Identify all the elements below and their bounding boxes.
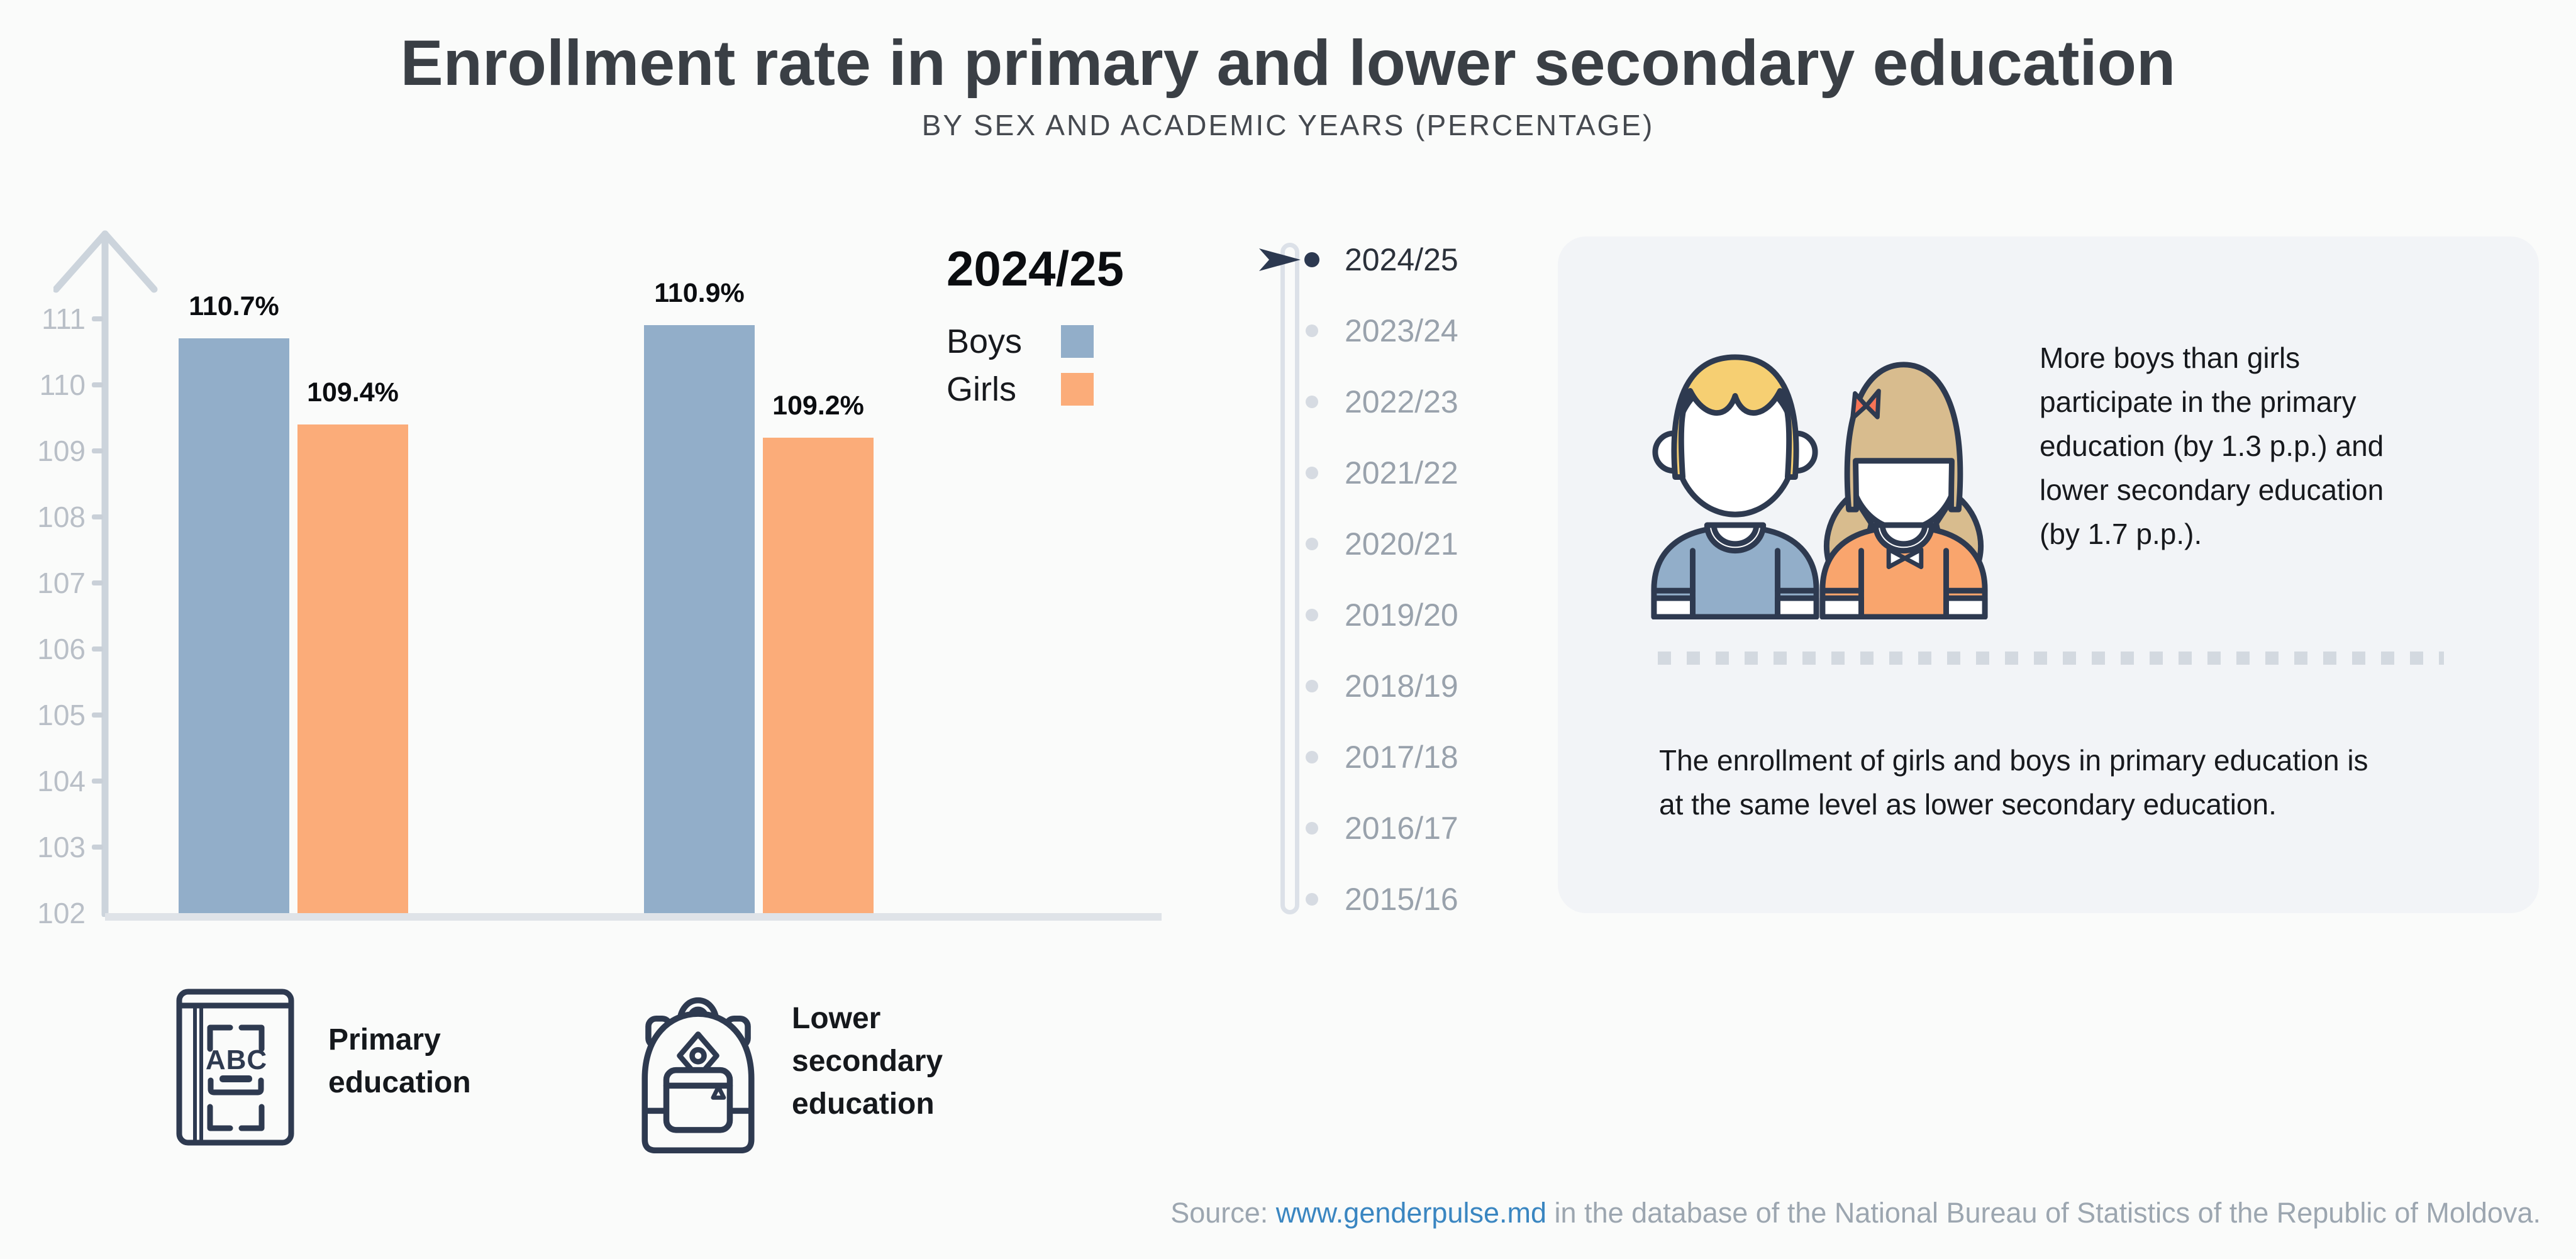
timeline-year-label: 2020/21 xyxy=(1345,526,1458,562)
y-tick-mark xyxy=(92,382,103,387)
dashed-divider xyxy=(1658,652,2444,665)
x-axis-baseline xyxy=(105,913,1162,921)
y-tick-mark xyxy=(92,845,103,850)
y-tick-label: 108 xyxy=(37,501,86,533)
legend-title: 2024/25 xyxy=(947,241,1124,296)
source-text: Source: www.genderpulse.md in the databa… xyxy=(1170,1197,2541,1229)
panel-note-text: The enrollment of girls and boys in prim… xyxy=(1659,744,2368,821)
timeline-years: 2024/25 2023/24 2022/23 2021/22 2020/21 2019/… xyxy=(1296,242,1560,922)
bar-value-label: 109.4% xyxy=(307,377,399,408)
timeline-dot xyxy=(1304,252,1319,267)
bar-girls-lower-secondary-education[interactable] xyxy=(763,438,874,913)
y-tick-label: 107 xyxy=(37,567,86,599)
bar-value-label: 110.7% xyxy=(189,291,279,321)
book-abc-text: ABC xyxy=(206,1045,267,1075)
legend-item-boys: Boys xyxy=(947,318,1211,365)
timeline-year-label: 2018/19 xyxy=(1345,668,1458,704)
lower-secondary-education-label: Lower secondary education xyxy=(792,1002,943,1121)
y-axis: 102 103 104 105 106 107 108 109 110 111 xyxy=(19,302,113,929)
panel-highlight-text: More boys than girls participate in the … xyxy=(2040,341,2384,550)
legend-swatch-girls xyxy=(1061,373,1094,406)
timeline-year-label: 2017/18 xyxy=(1345,740,1458,775)
timeline-track[interactable] xyxy=(1280,243,1299,914)
primary-education-label: Primary education xyxy=(328,1023,471,1099)
timeline-year-label: 2024/25 xyxy=(1345,242,1458,277)
y-tick-mark xyxy=(92,779,103,784)
page-subtitle: BY SEX AND ACADEMIC YEARS (PERCENTAGE) xyxy=(921,109,1655,141)
boy-and-girl-illustration xyxy=(1648,345,2000,621)
legend-swatch-boys xyxy=(1061,325,1094,358)
timeline-year-label: 2015/16 xyxy=(1345,882,1458,917)
y-tick-mark xyxy=(92,316,103,321)
timeline-dot xyxy=(1306,324,1318,337)
bar-value-label: 109.2% xyxy=(772,391,864,421)
y-tick-label: 102 xyxy=(37,897,86,929)
y-tick-mark xyxy=(92,646,103,652)
y-tick-label: 111 xyxy=(42,302,86,335)
y-tick-mark xyxy=(92,580,103,585)
bar-boys-lower-secondary-education[interactable] xyxy=(644,325,755,913)
legend-label: Girls xyxy=(947,370,1016,408)
girl-icon xyxy=(1819,362,1988,619)
bar-girls-primary-education[interactable] xyxy=(297,424,408,913)
timeline-year-label: 2022/23 xyxy=(1345,384,1458,419)
legend-item-girls: Girls xyxy=(947,365,1211,413)
legend-label: Boys xyxy=(947,323,1023,360)
timeline-dot xyxy=(1306,396,1318,408)
y-tick-label: 110 xyxy=(39,369,86,401)
legend-rows: Boys Girls xyxy=(947,318,1211,413)
source-prefix: Source: xyxy=(1170,1197,1276,1229)
y-tick-mark xyxy=(92,713,103,718)
y-tick-mark xyxy=(92,448,103,453)
timeline-dot xyxy=(1306,609,1318,621)
y-tick-label: 105 xyxy=(37,699,86,731)
info-panel: More boys than girls participate in the … xyxy=(1558,236,2539,913)
y-tick-label: 109 xyxy=(37,435,86,467)
timeline-year-label: 2016/17 xyxy=(1345,811,1458,846)
y-tick-label: 106 xyxy=(37,633,86,665)
page-title: Enrollment rate in primary and lower sec… xyxy=(400,27,2176,99)
abc-book-icon: ABC xyxy=(176,989,294,1146)
timeline-year-label: 2021/22 xyxy=(1345,455,1458,491)
timeline-dot xyxy=(1306,680,1318,692)
boy-icon xyxy=(1651,354,1819,619)
timeline-year-label: 2019/20 xyxy=(1345,597,1458,633)
y-axis-arrow-icon xyxy=(53,230,158,917)
y-tick-label: 103 xyxy=(37,831,86,863)
active-year-arrow-icon[interactable] xyxy=(1258,246,1302,274)
backpack-icon xyxy=(641,997,755,1153)
timeline-dot xyxy=(1306,893,1318,906)
plot-area: 110.7% 110.9% 109.4% 109.2% xyxy=(113,278,1157,913)
timeline-dot xyxy=(1306,751,1318,763)
bar-value-label: 110.9% xyxy=(654,278,745,308)
y-tick-label: 104 xyxy=(37,765,86,797)
source-suffix: in the database of the National Bureau o… xyxy=(1546,1197,2541,1229)
timeline-dot xyxy=(1306,538,1318,550)
timeline-year-label: 2023/24 xyxy=(1345,313,1458,348)
timeline-dot xyxy=(1306,822,1318,835)
timeline-dot xyxy=(1306,467,1318,479)
legend: 2024/25 Boys Girls xyxy=(947,240,1211,413)
source-link[interactable]: www.genderpulse.md xyxy=(1275,1197,1547,1229)
bar-boys-primary-education[interactable] xyxy=(179,338,289,913)
y-tick-mark xyxy=(92,514,103,519)
